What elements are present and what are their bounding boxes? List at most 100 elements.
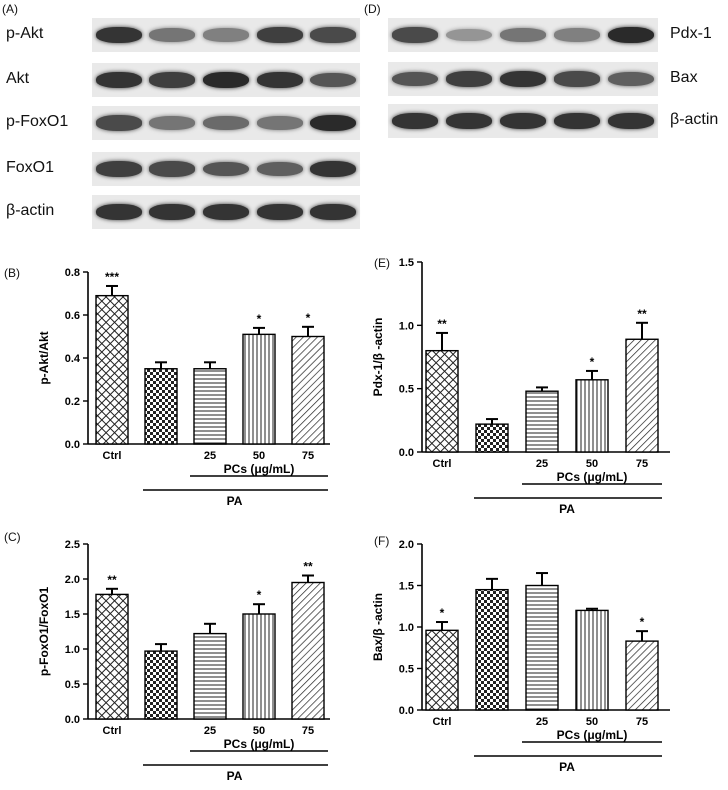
blot-band xyxy=(553,113,601,129)
pa-label: PA xyxy=(227,769,243,783)
x-tick-label: 25 xyxy=(204,450,216,462)
blot-band xyxy=(95,27,142,43)
blot-strip xyxy=(388,62,658,96)
blot-band xyxy=(202,204,250,220)
panel-label-b: (B) xyxy=(4,266,20,280)
x-tick-label: 25 xyxy=(204,725,216,737)
x-tick-label: Ctrl xyxy=(433,458,452,470)
x-tick-label: Ctrl xyxy=(103,450,122,462)
y-tick-label: 0.0 xyxy=(399,447,414,459)
significance-mark: ** xyxy=(637,307,647,321)
y-tick-label: 0.0 xyxy=(399,705,414,717)
panel-label-a: (A) xyxy=(2,2,18,16)
blot-band xyxy=(202,115,250,130)
blot-strip xyxy=(92,18,360,52)
blot-band xyxy=(149,116,196,130)
significance-mark: *** xyxy=(105,270,119,284)
pa-label: PA xyxy=(559,502,575,516)
blot-band xyxy=(445,71,493,87)
blot-label: Pdx-1 xyxy=(670,25,712,42)
x-tick-label: 50 xyxy=(586,716,598,728)
bar xyxy=(525,584,559,711)
chart-c-pfoxo1: 0.0 0.5 1.0 1.5 2.0 2.5 p-FoxO1/FoxO1 ** Ctrl 25 *… xyxy=(37,539,330,783)
bar xyxy=(144,650,178,720)
x-tick-label: 50 xyxy=(253,725,265,737)
y-tick-label: 2.0 xyxy=(399,539,414,551)
blot-band xyxy=(149,204,196,220)
blot-band xyxy=(553,28,601,42)
blot-band xyxy=(149,161,196,177)
blot-band xyxy=(310,204,357,220)
x-tick-label: Ctrl xyxy=(433,716,452,728)
y-axis-label: p-Akt/Akt xyxy=(37,331,51,384)
blot-band xyxy=(499,113,547,129)
significance-mark: * xyxy=(306,311,311,325)
blot-strip xyxy=(92,106,360,140)
bar xyxy=(291,335,325,445)
y-axis-label: p-FoxO1/FoxO1 xyxy=(37,587,51,677)
panel-label-c: (C) xyxy=(4,530,21,544)
pa-label: PA xyxy=(227,494,243,508)
y-tick-label: 0.5 xyxy=(65,679,80,691)
y-axis-label: Bax/β -actin xyxy=(371,593,385,661)
blot-band xyxy=(607,71,655,87)
blot-strip xyxy=(92,63,360,97)
blot-label: p-Akt xyxy=(6,25,44,42)
y-axis-label: Pdx-1/β -actin xyxy=(371,318,385,397)
pcs-label: PCs (μg/mL) xyxy=(557,728,628,742)
bar xyxy=(242,333,276,445)
blot-band xyxy=(391,27,439,43)
blot-band xyxy=(95,72,142,88)
significance-mark: * xyxy=(640,615,645,629)
blot-band xyxy=(256,116,303,130)
y-tick-label: 0.0 xyxy=(65,439,80,451)
pcs-label: PCs (μg/mL) xyxy=(557,470,628,484)
panel-label-e: (E) xyxy=(374,256,390,270)
blot-band xyxy=(391,113,439,129)
blot-band xyxy=(256,204,303,220)
blot-band xyxy=(310,27,357,43)
pa-label: PA xyxy=(559,760,575,774)
y-tick-label: 0.4 xyxy=(65,353,81,365)
y-tick-label: 0.2 xyxy=(65,396,80,408)
blot-band xyxy=(95,161,142,177)
blot-band xyxy=(256,27,303,43)
x-tick-label: Ctrl xyxy=(103,725,122,737)
bar xyxy=(625,640,659,711)
bar xyxy=(425,349,459,453)
significance-mark: ** xyxy=(303,560,313,574)
significance-mark: ** xyxy=(107,573,117,587)
blot-band xyxy=(607,113,655,129)
y-tick-label: 1.5 xyxy=(65,609,80,621)
y-tick-label: 1.0 xyxy=(399,320,414,332)
blot-strip xyxy=(92,195,360,229)
blot-band xyxy=(256,72,303,88)
blot-label: β-actin xyxy=(670,111,719,128)
x-tick-label: 75 xyxy=(636,458,648,470)
chart-f-bax: 0.0 0.5 1.0 1.5 2.0 Bax/β -actin * Ctrl 25 50 * 75 P… xyxy=(371,539,670,774)
x-tick-label: 75 xyxy=(636,716,648,728)
bar xyxy=(144,368,178,445)
y-tick-label: 0.8 xyxy=(65,267,80,279)
blot-band xyxy=(445,113,493,129)
blot-band xyxy=(202,28,250,42)
y-tick-label: 0.6 xyxy=(65,310,80,322)
x-tick-label: 50 xyxy=(253,450,265,462)
blot-band xyxy=(310,72,357,88)
blot-band xyxy=(95,204,142,220)
y-tick-label: 2.5 xyxy=(65,539,80,551)
bar xyxy=(193,368,227,445)
x-tick-label: 25 xyxy=(536,716,548,728)
blot-band xyxy=(499,28,547,42)
x-tick-label: 25 xyxy=(536,458,548,470)
y-tick-label: 0.5 xyxy=(399,384,414,396)
x-tick-label: 75 xyxy=(302,450,314,462)
significance-mark: * xyxy=(590,355,595,369)
bar xyxy=(291,581,325,720)
panel-label-d: (D) xyxy=(364,2,381,16)
significance-mark: * xyxy=(257,312,262,326)
x-tick-label: 75 xyxy=(302,725,314,737)
bar xyxy=(193,632,227,720)
y-tick-label: 1.0 xyxy=(399,622,414,634)
blot-band xyxy=(149,28,196,42)
